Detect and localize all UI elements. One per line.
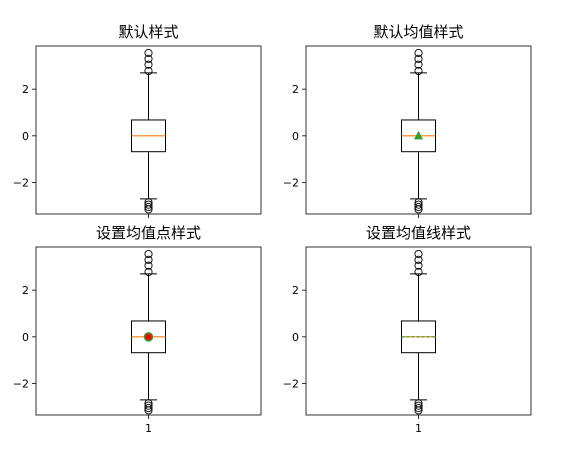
flier (144, 249, 153, 259)
axes-frame (35, 45, 262, 215)
x-tick-label: 1 (145, 422, 152, 435)
y-tick-label: 2 (22, 284, 29, 297)
flier (144, 202, 153, 212)
subplot-2: 默认均值样式 −2 0 2 (283, 23, 532, 218)
y-tick-label: −2 (13, 177, 29, 190)
y-tick-label: 2 (22, 83, 29, 96)
flier (414, 249, 423, 259)
y-tick-label: 0 (292, 130, 299, 143)
flier (144, 261, 153, 270)
axes-frame (305, 45, 532, 215)
flier (414, 261, 423, 270)
flier (414, 60, 423, 69)
flier (144, 66, 153, 76)
y-tick-label: −2 (283, 378, 299, 391)
flier (144, 406, 153, 415)
flier (144, 48, 153, 58)
flier (414, 255, 423, 264)
y-tick-label: 0 (292, 331, 299, 344)
y-tick-label: 2 (292, 83, 299, 96)
flier (414, 267, 423, 277)
flier (414, 54, 423, 63)
y-tick-label: −2 (283, 177, 299, 190)
subplot-title: 设置均值点样式 (96, 224, 201, 242)
flier (144, 255, 153, 264)
flier (414, 66, 423, 76)
axes-frame (35, 246, 262, 416)
flier (144, 60, 153, 69)
flier (144, 401, 153, 410)
y-tick-label: 2 (292, 284, 299, 297)
subplot-title: 默认样式 (118, 23, 178, 41)
subplot-4: 设置均值线样式 −2 0 2 1 (283, 224, 532, 435)
flier (144, 267, 153, 277)
flier (414, 406, 423, 415)
axes-frame (305, 246, 532, 416)
flier (414, 200, 423, 209)
flier (414, 205, 423, 214)
y-tick-label: 0 (22, 331, 29, 344)
mean-marker (414, 130, 423, 140)
flier (144, 205, 153, 214)
y-tick-label: −2 (13, 378, 29, 391)
subplot-1: 默认样式 −2 0 2 (13, 23, 262, 218)
flier (144, 200, 153, 209)
x-tick-label: 1 (415, 422, 422, 435)
flier (414, 202, 423, 212)
subplot-title: 默认均值样式 (373, 23, 463, 41)
flier (144, 54, 153, 63)
flier (414, 48, 423, 58)
y-tick-label: 0 (22, 130, 29, 143)
subplot-title: 设置均值线样式 (366, 224, 471, 242)
mean-marker (143, 332, 154, 342)
subplot-3: 设置均值点样式 −2 0 2 1 (13, 224, 262, 435)
flier (414, 401, 423, 410)
flier (144, 403, 153, 413)
flier (414, 403, 423, 413)
